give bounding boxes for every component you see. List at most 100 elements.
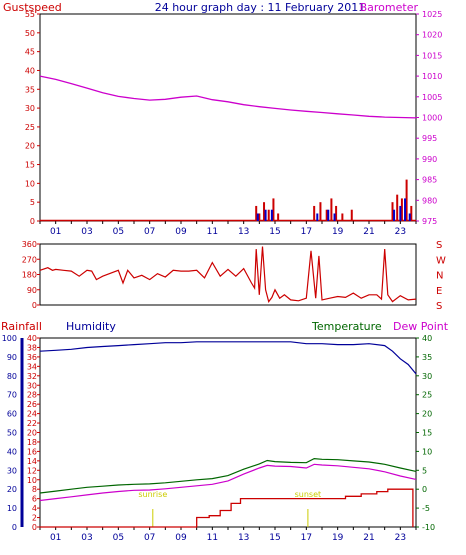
rain-axis-tick-label: 12 — [27, 466, 37, 475]
humidity-axis-tick-label: 90 — [7, 353, 17, 362]
gust-axis-tick-label: 5 — [30, 198, 35, 207]
barometer-axis-tick-label: 995 — [422, 134, 437, 143]
compass-label: S — [436, 301, 442, 312]
direction-axis-tick-label: 0 — [32, 301, 37, 310]
wind-direction-line — [39, 246, 417, 303]
rain-axis-tick-label: 30 — [27, 381, 37, 390]
rain-axis-tick-label: 40 — [27, 334, 37, 343]
direction-axis-tick-label: 270 — [22, 255, 37, 264]
temperature-axis-tick-label: -10 — [422, 523, 435, 532]
barometer-axis-tick-label: 975 — [422, 217, 437, 226]
graph-title: 24 hour graph day : 11 February 2011 — [155, 1, 366, 14]
barometer-axis-tick-label: 1005 — [422, 93, 442, 102]
wind-barometer-x-tick-label: 11 — [207, 227, 218, 237]
temperature-axis-tick-label: -5 — [422, 504, 430, 513]
temperature-axis-tick-label: 40 — [422, 334, 432, 343]
avg-wind-bar — [399, 205, 402, 221]
wind-barometer-x-tick-label: 19 — [332, 227, 344, 237]
wind-barometer-x-tick-label: 21 — [363, 227, 374, 237]
barometer-axis-tick-label: 980 — [422, 196, 437, 205]
direction-axis-tick-label: 90 — [27, 286, 37, 295]
rainfall-axis-title: Rainfall — [1, 320, 42, 333]
temperature-axis-tick-label: 35 — [422, 353, 432, 362]
rain-axis-tick-label: 18 — [27, 438, 37, 447]
sunrise-label: sunrise — [138, 490, 167, 499]
compass-label: N — [436, 271, 443, 282]
rain-axis-tick-label: 36 — [27, 353, 37, 362]
gust-axis-tick-label: 40 — [25, 66, 35, 75]
rain-humidity-x-tick-label: 11 — [207, 533, 218, 543]
humidity-axis-tick-label: 50 — [7, 429, 17, 438]
gust-axis-tick-label: 20 — [25, 142, 35, 151]
gust-bar — [396, 194, 399, 221]
right-axis-title-top: Barometer — [360, 1, 419, 14]
gust-axis-tick-label: 30 — [25, 104, 35, 113]
wind-barometer-x-tick-label: 07 — [144, 227, 155, 237]
temperature-line — [39, 457, 417, 494]
humidity-axis-tick-label: 60 — [7, 410, 17, 419]
rain-axis-tick-label: 10 — [27, 476, 37, 485]
gust-bar — [258, 213, 261, 221]
rain-axis-tick-label: 16 — [27, 447, 37, 456]
rain-humidity-x-tick-label: 19 — [332, 533, 344, 543]
humidity-axis-tick-label: 30 — [7, 466, 17, 475]
barometer-axis-tick-label: 1020 — [422, 31, 442, 40]
humidity-axis-tick-label: 80 — [7, 372, 17, 381]
temperature-axis-title: Temperature — [311, 320, 382, 333]
rain-humidity-x-tick-label: 17 — [301, 533, 312, 543]
avg-wind-bar — [264, 209, 267, 221]
temperature-axis-tick-label: 25 — [422, 391, 432, 400]
wind-barometer-x-tick-label: 13 — [238, 227, 249, 237]
wind-barometer-x-tick-label: 17 — [301, 227, 312, 237]
avg-wind-bar — [316, 213, 319, 221]
wind-barometer-x-tick-label: 01 — [50, 227, 61, 237]
compass-label: W — [436, 255, 446, 266]
temperature-axis-tick-label: 15 — [422, 429, 432, 438]
gust-bar — [391, 202, 394, 221]
rain-axis-tick-label: 26 — [27, 400, 37, 409]
direction-axis-tick-label: 180 — [22, 271, 37, 280]
rain-humidity-x-tick-label: 09 — [175, 533, 187, 543]
humidity-axis-tick-label: 40 — [7, 447, 17, 456]
barometer-axis-tick-label: 1010 — [422, 72, 442, 81]
rain-axis-tick-label: 22 — [27, 419, 37, 428]
rain-axis-tick-label: 6 — [32, 495, 37, 504]
rain-axis-tick-label: 0 — [32, 523, 37, 532]
barometer-axis-tick-label: 985 — [422, 176, 437, 185]
gust-bar — [350, 209, 353, 221]
dewpoint-axis-title: Dew Point — [393, 320, 449, 333]
humidity-line — [39, 341, 417, 375]
avg-wind-bar — [270, 209, 273, 221]
rain-humidity-x-tick-label: 07 — [144, 533, 155, 543]
rain-humidity-x-tick-label: 13 — [238, 533, 249, 543]
gust-bar — [255, 205, 258, 221]
rain-humidity-plot-frame — [39, 337, 417, 528]
rain-axis-tick-label: 38 — [27, 343, 37, 352]
barometer-axis-tick-label: 1015 — [422, 51, 442, 60]
left-axis-title-top: Gustspeed — [3, 1, 62, 14]
humidity-axis-tick-label: 100 — [2, 334, 17, 343]
wind-barometer-x-tick-label: 09 — [175, 227, 187, 237]
gust-axis-tick-label: 50 — [25, 29, 35, 38]
barometer-axis-tick-label: 990 — [422, 155, 437, 164]
rain-axis-tick-label: 2 — [32, 514, 37, 523]
compass-label: S — [436, 240, 442, 251]
gust-axis-tick-label: 10 — [25, 179, 35, 188]
humidity-axis-tick-label: 0 — [12, 523, 17, 532]
wind-barometer-x-tick-label: 05 — [113, 227, 124, 237]
gust-bar — [405, 179, 408, 221]
barometer-axis-tick-label: 1025 — [422, 10, 442, 19]
humidity-axis-tick-label: 10 — [7, 504, 17, 513]
rain-axis-tick-label: 28 — [27, 391, 37, 400]
dewpoint-line — [39, 463, 417, 502]
rain-humidity-x-tick-label: 23 — [395, 533, 406, 543]
humidity-axis-tick-label: 70 — [7, 391, 17, 400]
rain-humidity-x-tick-label: 21 — [363, 533, 374, 543]
direction-axis-tick-label: 360 — [22, 240, 37, 249]
rain-axis-tick-label: 20 — [27, 429, 37, 438]
rain-axis-tick-label: 8 — [32, 485, 37, 494]
gust-bar — [400, 198, 403, 221]
wind-barometer-x-tick-label: 15 — [269, 227, 280, 237]
avg-wind-bar — [393, 209, 396, 221]
